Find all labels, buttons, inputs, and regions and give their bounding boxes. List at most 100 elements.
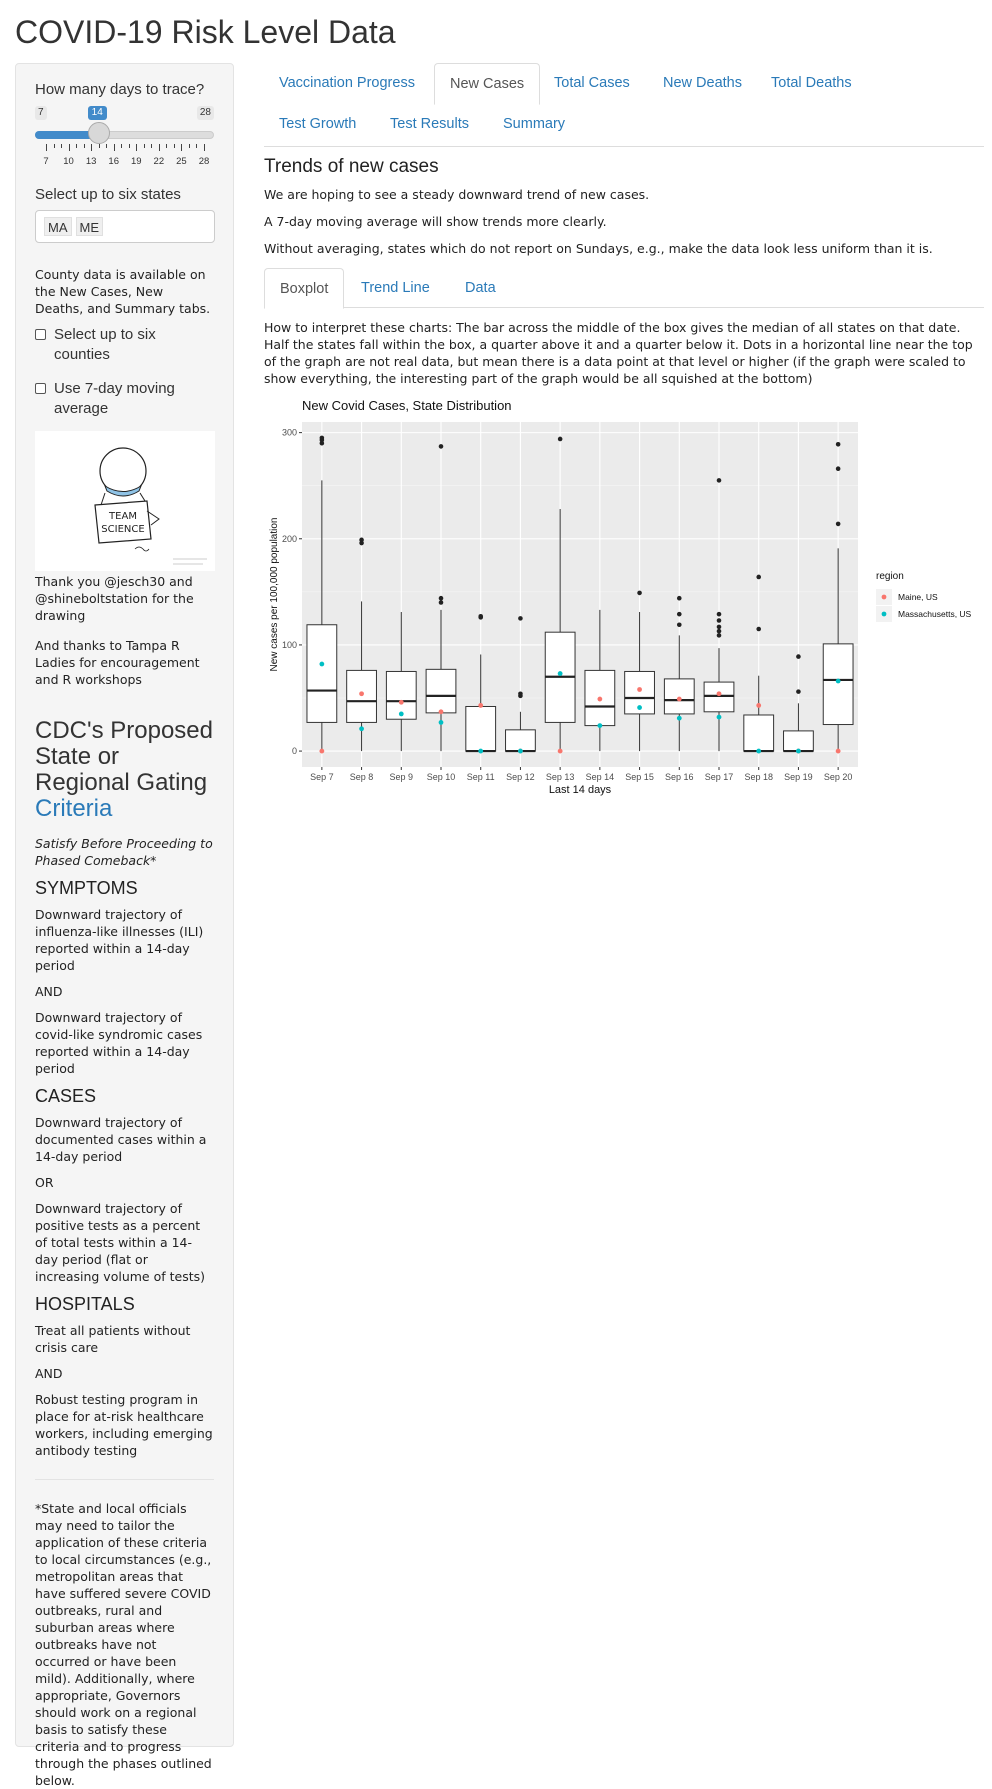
main-tabs: Vaccination Progress New Cases Total Cas… [264, 63, 984, 147]
hospitals-criterion-2: Robust testing program in place for at-r… [35, 1392, 213, 1458]
tab-data[interactable]: Data [465, 280, 496, 296]
slider-tick [128, 144, 130, 148]
slider-tick-label: 7 [43, 156, 49, 167]
moving-avg-checkbox[interactable] [35, 383, 46, 394]
hospitals-criterion-1: Treat all patients without crisis care [35, 1323, 191, 1355]
thanks-workshop-text: And thanks to Tampa R Ladies for encoura… [35, 638, 200, 687]
x-tick-label: Sep 8 [350, 772, 374, 782]
outlier-point [676, 595, 682, 601]
slider-tick [166, 144, 168, 148]
tab-total-deaths[interactable]: Total Deaths [771, 75, 852, 91]
slider-max-label: 28 [196, 106, 214, 120]
footnote: *State and local officials may need to t… [35, 1501, 212, 1788]
slider-handle[interactable] [87, 122, 110, 144]
outlier-point [359, 540, 364, 546]
moving-avg-checkbox-row[interactable]: Use 7-day moving average [35, 379, 214, 419]
boxplot-svg: New Covid Cases, State Distribution 0 100 2… [269, 398, 972, 796]
slider-tick [53, 144, 55, 148]
box [505, 729, 536, 752]
y-tick-label: 300 [282, 428, 297, 438]
y-axis-label: New cases per 100,000 population [269, 518, 280, 672]
page-title: COVID-19 Risk Level Data [15, 14, 396, 50]
cases-heading: CASES [35, 1086, 97, 1106]
x-tick-label: Sep 17 [705, 772, 734, 782]
slider-tick [136, 144, 138, 151]
tab-summary[interactable]: Summary [503, 116, 566, 132]
legend-title: region [876, 571, 904, 582]
slider-tick [143, 144, 145, 148]
states-select[interactable]: MA ME [35, 210, 215, 243]
slider-tick [106, 144, 108, 148]
counties-checkbox[interactable] [35, 329, 46, 340]
region-point [518, 748, 523, 754]
tab-total-cases[interactable]: Total Cases [554, 75, 630, 91]
region-point [756, 703, 762, 708]
legend-key [881, 611, 887, 617]
intro-paragraph-2: A 7-day moving average will show trends … [264, 214, 607, 229]
legend-key [881, 594, 887, 600]
slider-tick [83, 144, 85, 148]
cdc-heading-text: CDC's Proposed State or Regional Gating [35, 717, 213, 796]
moving-avg-checkbox-label[interactable]: Use 7-day moving average [54, 380, 175, 417]
region-point [597, 723, 603, 728]
tab-new-cases[interactable]: New Cases [434, 63, 541, 105]
slider-tick [46, 144, 47, 151]
x-tick-label: Sep 20 [824, 772, 853, 782]
x-tick-label: Sep 16 [665, 772, 694, 782]
region-point [835, 748, 841, 754]
outlier-point [835, 521, 841, 527]
days-slider[interactable]: 7 14 28 7 10 13 16 19 22 25 28 [35, 106, 214, 167]
region-point [637, 705, 642, 710]
slider-tick-label: 19 [130, 156, 142, 167]
x-tick-label: Sep 7 [310, 772, 334, 782]
region-point [319, 661, 325, 667]
outlier-point [319, 440, 325, 446]
outlier-point [359, 537, 364, 543]
region-point [438, 709, 444, 715]
region-point [716, 691, 722, 697]
states-label: Select up to six states [35, 186, 181, 203]
x-tick-label: Sep 19 [784, 772, 813, 782]
criteria-link[interactable]: Criteria [35, 795, 113, 822]
chart-subtabs: Boxplot Trend Line Data [264, 268, 984, 309]
counties-checkbox-row[interactable]: Select up to six counties [35, 325, 214, 365]
x-axis-label: Last 14 days [549, 784, 612, 796]
tab-test-growth[interactable]: Test Growth [279, 116, 357, 132]
and-label: AND [35, 1366, 63, 1381]
state-chip[interactable]: ME [75, 217, 103, 236]
x-tick-label: Sep 10 [427, 772, 456, 782]
region-point [756, 748, 762, 754]
slider-tick-label: 28 [198, 156, 210, 167]
outlier-point [438, 595, 444, 601]
slider-tick [113, 144, 115, 151]
tab-vaccination-progress[interactable]: Vaccination Progress [279, 75, 415, 91]
tab-new-deaths[interactable]: New Deaths [663, 75, 742, 91]
region-point [796, 748, 801, 754]
outlier-point [716, 624, 722, 630]
x-tick-label: Sep 12 [506, 772, 535, 782]
hospitals-heading: HOSPITALS [35, 1294, 135, 1314]
slider-tick [173, 144, 175, 148]
region-point [438, 720, 444, 725]
intro-paragraph-3: Without averaging, states which do not r… [264, 241, 933, 256]
satisfy-note: Satisfy Before Proceeding to Phased Come… [35, 836, 213, 868]
slider-tick-label: 16 [108, 156, 119, 167]
sidebar-divider [35, 1479, 214, 1480]
counties-checkbox-label[interactable]: Select up to six counties [54, 326, 156, 363]
outlier-point [716, 618, 722, 623]
slider-tick-label: 25 [176, 156, 187, 167]
outlier-point [319, 435, 325, 441]
outlier-point [796, 689, 801, 694]
slider-tick-label: 13 [85, 156, 97, 167]
state-chip[interactable]: MA [44, 217, 72, 236]
tab-test-results[interactable]: Test Results [390, 116, 469, 132]
x-tick-label: Sep 13 [546, 772, 575, 782]
tab-boxplot[interactable]: Boxplot [264, 268, 345, 309]
outlier-point [835, 466, 841, 472]
outlier-point [557, 436, 563, 442]
region-point [359, 691, 364, 697]
region-point [319, 748, 325, 754]
box [465, 705, 497, 752]
region-point [637, 687, 642, 692]
tab-trend-line[interactable]: Trend Line [361, 280, 430, 296]
